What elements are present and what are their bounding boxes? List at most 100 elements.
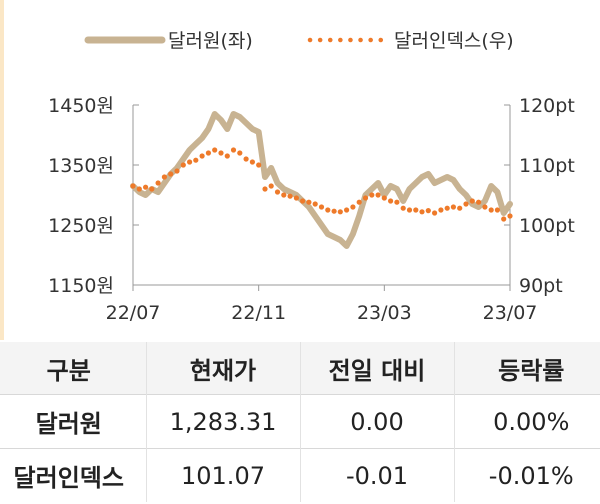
series-point-dxy: [369, 192, 375, 198]
series-point-dxy: [419, 209, 425, 215]
series-krw: [130, 111, 513, 249]
row-label: 달러인덱스: [0, 448, 146, 502]
series-point-dxy: [274, 189, 281, 195]
row-label: 달러원: [0, 394, 146, 449]
series-point-dxy: [337, 209, 343, 215]
column-header: 전일 대비: [299, 342, 454, 395]
series-point-dxy: [494, 207, 500, 213]
x-tick-label: 23/03: [357, 302, 412, 324]
series-point-dxy: [406, 207, 413, 213]
series-point-dxy: [281, 192, 287, 198]
series-point-dxy: [432, 210, 438, 216]
series-point-dxy: [268, 183, 274, 189]
series-point-dxy: [199, 153, 205, 159]
series-point-dxy: [212, 147, 218, 153]
series-point-dxy: [249, 159, 255, 165]
x-tick-label: 23/07: [483, 302, 538, 324]
series-point-dxy: [293, 195, 299, 201]
series-point-dxy: [375, 192, 381, 198]
series-point-dxy: [312, 201, 318, 207]
day-change: -0.01: [299, 448, 454, 502]
series-point-dxy: [224, 153, 230, 159]
series-point-dxy: [501, 216, 507, 222]
series-point-dxy: [400, 205, 406, 211]
right-tick-label: 110pt: [519, 155, 575, 177]
column-header: 현재가: [145, 342, 300, 395]
series-point-dxy: [463, 201, 469, 207]
series-point-dxy: [488, 207, 494, 213]
series-point-dxy: [356, 199, 362, 205]
series-point-dxy: [318, 204, 325, 210]
series-point-dxy: [136, 186, 142, 192]
table-row: 달러인덱스 101.07 -0.01 -0.01%: [0, 448, 600, 502]
series-point-dxy: [130, 183, 136, 189]
series-point-dxy: [381, 195, 387, 201]
series-point-dxy: [155, 180, 161, 186]
legend-label-dxy: 달러인덱스(우): [394, 30, 514, 52]
series-point-dxy: [149, 186, 155, 192]
exchange-rate-chart: 달러원(좌) 달러인덱스(우) 1450원 1350원 1250원 1150원 120…: [48, 30, 575, 324]
series-line-krw: [130, 111, 513, 249]
series-point-dxy: [287, 193, 293, 199]
series-point-dxy: [143, 184, 149, 190]
current-price: 101.07: [145, 448, 300, 502]
day-change: 0.00: [299, 394, 454, 449]
series-point-dxy: [230, 147, 237, 153]
left-accent-bar: [0, 0, 4, 340]
series-point-dxy: [237, 150, 243, 156]
series-dxy: [130, 147, 513, 222]
series-point-dxy: [187, 159, 193, 165]
series-point-dxy: [344, 207, 350, 213]
series-point-dxy: [350, 204, 356, 210]
series-point-dxy: [218, 150, 224, 156]
right-axis-ticks: 120pt 110pt 100pt 90pt: [504, 95, 575, 297]
series-point-dxy: [331, 208, 337, 214]
column-header: 등락률: [453, 342, 600, 395]
series-point-dxy: [306, 199, 312, 205]
left-tick-label: 1250원: [48, 215, 114, 237]
quote-table: 구분 현재가 전일 대비 등락률 달러원 1,283.31 0.00 0.00%…: [0, 342, 600, 502]
series-point-dxy: [394, 199, 400, 205]
series-point-dxy: [444, 205, 450, 211]
series-point-dxy: [362, 195, 369, 201]
x-tick-label: 22/11: [231, 302, 286, 324]
series-point-dxy: [243, 156, 249, 162]
series-point-dxy: [482, 204, 488, 210]
left-tick-label: 1450원: [48, 95, 114, 117]
right-tick-label: 90pt: [519, 275, 563, 297]
series-point-dxy: [300, 198, 306, 204]
series-point-dxy: [168, 171, 174, 177]
table-header-row: 구분 현재가 전일 대비 등락률: [0, 342, 600, 395]
series-point-dxy: [450, 204, 456, 210]
left-axis-ticks: 1450원 1350원 1250원 1150원: [48, 95, 139, 297]
change-rate: -0.01%: [453, 448, 600, 502]
series-point-dxy: [256, 162, 262, 168]
series-point-dxy: [476, 199, 482, 205]
series-point-dxy: [438, 207, 444, 213]
x-axis-ticks: 22/07 22/11 23/03 23/07: [106, 285, 538, 324]
change-rate: 0.00%: [453, 394, 600, 449]
series-point-dxy: [262, 186, 268, 192]
right-tick-label: 120pt: [519, 95, 575, 117]
series-point-dxy: [193, 157, 199, 163]
series-point-dxy: [507, 213, 513, 219]
column-header: 구분: [0, 342, 146, 395]
series-point-dxy: [180, 162, 186, 168]
series-point-dxy: [413, 207, 419, 213]
series-point-dxy: [457, 205, 463, 211]
current-price: 1,283.31: [145, 394, 300, 449]
series-point-dxy: [469, 198, 475, 204]
left-tick-label: 1350원: [48, 155, 114, 177]
series-point-dxy: [174, 168, 180, 174]
series-point-dxy: [425, 208, 431, 214]
table-row: 달러원 1,283.31 0.00 0.00%: [0, 394, 600, 449]
series-point-dxy: [325, 207, 331, 213]
left-tick-label: 1150원: [48, 275, 114, 297]
series-point-dxy: [388, 198, 394, 204]
chart-legend: 달러원(좌) 달러인덱스(우): [84, 30, 514, 52]
series-point-dxy: [205, 150, 211, 156]
series-point-dxy: [161, 174, 167, 180]
legend-label-krw: 달러원(좌): [168, 30, 253, 52]
right-tick-label: 100pt: [519, 215, 575, 237]
x-tick-label: 22/07: [106, 302, 161, 324]
